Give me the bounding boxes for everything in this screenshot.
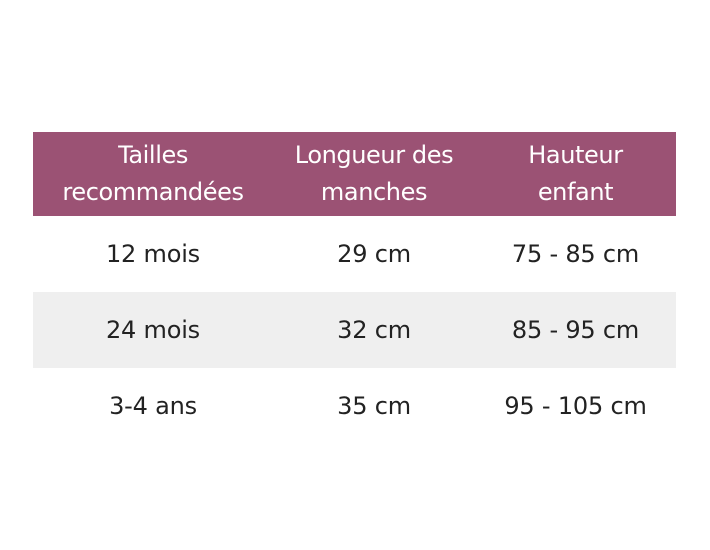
cell-child-height: 95 - 105 cm	[504, 392, 647, 420]
table-row: 3-4 ans 35 cm 95 - 105 cm	[33, 368, 676, 444]
header-line: Hauteur	[528, 141, 623, 169]
table-row: 24 mois 32 cm 85 - 95 cm	[33, 292, 676, 368]
cell-size: 12 mois	[105, 240, 200, 268]
cell-sleeve-length: 29 cm	[337, 240, 411, 268]
cell-sleeve-length: 32 cm	[337, 316, 411, 344]
header-line: recommandées	[62, 178, 244, 206]
header-recommended-sizes: Tailles recommandées	[33, 132, 273, 216]
header-line: Longueur des	[294, 141, 454, 169]
header-row: Tailles recommandées Longueur des manche…	[33, 132, 676, 216]
header-sleeve-length: Longueur des manches	[273, 132, 475, 216]
header-line: Tailles	[118, 141, 188, 169]
cell-sleeve-length: 35 cm	[337, 392, 411, 420]
table-row: 12 mois 29 cm 75 - 85 cm	[33, 216, 676, 292]
cell-child-height: 85 - 95 cm	[511, 316, 640, 344]
cell-size: 3-4 ans	[109, 392, 197, 420]
header-line: enfant	[537, 178, 614, 206]
header-child-height: Hauteur enfant	[475, 132, 676, 216]
header-line: manches	[320, 178, 428, 206]
table-header: Tailles recommandées Longueur des manche…	[33, 132, 676, 216]
size-chart-table: Tailles recommandées Longueur des manche…	[33, 132, 676, 444]
cell-size: 24 mois	[105, 316, 200, 344]
table-body: 12 mois 29 cm 75 - 85 cm 24 mois 32 cm 8…	[33, 216, 676, 444]
cell-child-height: 75 - 85 cm	[511, 240, 640, 268]
